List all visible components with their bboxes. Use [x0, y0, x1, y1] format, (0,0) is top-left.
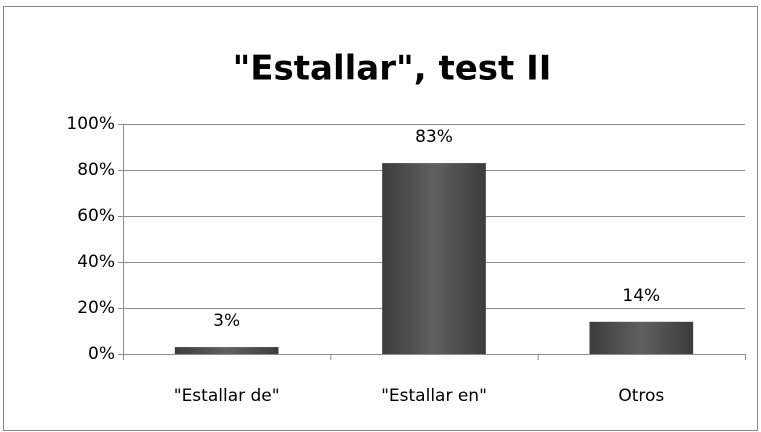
data-label: 14%: [622, 286, 660, 306]
bar: [589, 321, 694, 354]
y-tick-label: 100%: [66, 114, 115, 134]
chart-title: "Estallar", test II: [233, 49, 552, 89]
bar: [174, 347, 279, 354]
y-tick-label: 20%: [77, 298, 115, 318]
x-tick-label: "Estallar de": [174, 386, 280, 406]
data-label: 83%: [415, 127, 453, 147]
y-tick-label: 0%: [88, 344, 115, 364]
y-tick-label: 40%: [77, 252, 115, 272]
x-tick-label: Otros: [618, 386, 664, 406]
data-label: 3%: [213, 311, 240, 331]
bar: [382, 163, 486, 354]
y-tick-label: 60%: [77, 206, 115, 226]
chart-border: [3, 6, 758, 431]
y-tick-label: 80%: [77, 160, 115, 180]
x-tick-label: "Estallar en": [381, 386, 487, 406]
